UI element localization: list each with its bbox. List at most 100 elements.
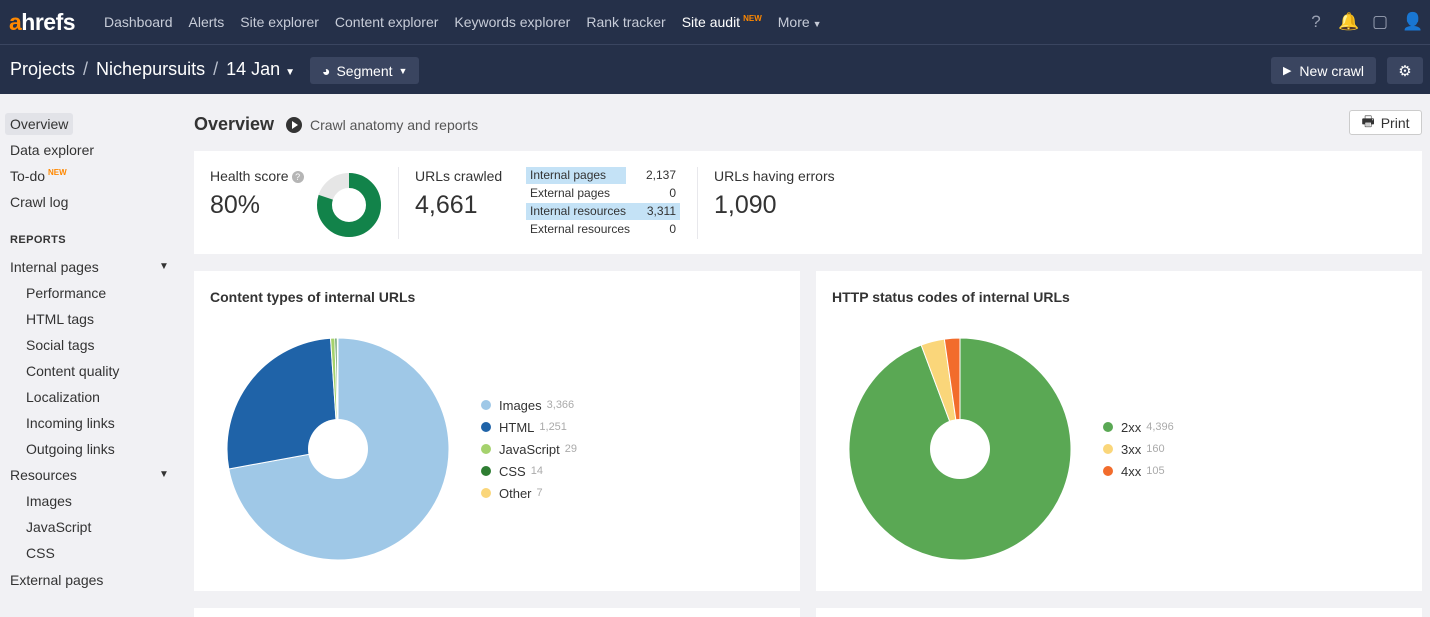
- ahrefs-logo[interactable]: ahrefs: [9, 8, 76, 35]
- legend-item-javascript[interactable]: JavaScript 29: [481, 438, 577, 460]
- bell-icon[interactable]: 🔔: [1338, 12, 1360, 31]
- settings-button[interactable]: ⚙: [1387, 57, 1423, 84]
- nav-dashboard[interactable]: Dashboard: [104, 14, 173, 30]
- nav-keywords-explorer[interactable]: Keywords explorer: [454, 14, 571, 30]
- nav-content-explorer[interactable]: Content explorer: [334, 14, 439, 30]
- sidebar-item-images[interactable]: Images: [26, 493, 72, 509]
- sidebar-item-external-pages[interactable]: External pages: [10, 572, 104, 588]
- pie-slice-html[interactable]: [226, 337, 339, 470]
- breakdown-row[interactable]: External pages 0: [526, 185, 680, 202]
- breadcrumb-date-dropdown[interactable]: 14 Jan ▼: [226, 59, 296, 79]
- legend-item-images[interactable]: Images 3,366: [481, 394, 577, 416]
- pie-center-hole: [308, 419, 368, 479]
- content-types-card: Content types of internal URLs Images 3,3…: [194, 271, 800, 591]
- segment-button[interactable]: ◕ Segment ▼: [310, 57, 420, 84]
- help-icon[interactable]: ?: [1311, 12, 1321, 31]
- new-crawl-button[interactable]: ▶ New crawl: [1270, 57, 1376, 84]
- sidebar-item-overview[interactable]: Overview: [5, 113, 74, 135]
- divider: [697, 167, 698, 239]
- play-circle-icon[interactable]: [286, 117, 302, 133]
- user-icon[interactable]: 👤: [1402, 12, 1424, 31]
- project-header: Projects / Nichepursuits / 14 Jan ▼ ◕ Se…: [0, 44, 1430, 94]
- collapse-arrow-icon[interactable]: ▼: [159, 261, 169, 272]
- breakdown-label: External pages: [530, 186, 611, 200]
- sidebar-item-internal-pages[interactable]: Internal pages: [10, 259, 99, 275]
- sidebar-item-resources[interactable]: Resources: [10, 467, 77, 483]
- legend-label: CSS: [499, 463, 526, 479]
- legend-value: 1,251: [539, 421, 567, 433]
- health-score-value: 80%: [210, 191, 261, 219]
- printer-icon: 🖶: [1361, 112, 1375, 129]
- http-status-pie-chart: [848, 337, 1072, 561]
- collapse-arrow-icon[interactable]: ▼: [159, 469, 169, 480]
- breakdown-label: External resources: [530, 222, 631, 236]
- breakdown-label: Internal resources: [530, 204, 627, 218]
- chevron-down-icon: ▼: [812, 19, 822, 29]
- breakdown-value: 3,311: [646, 204, 676, 218]
- sidebar-item-crawl-log[interactable]: Crawl log: [10, 194, 69, 210]
- sidebar-item-localization[interactable]: Localization: [26, 389, 100, 405]
- urls-errors-value: 1,090: [714, 191, 777, 219]
- nav-site-explorer[interactable]: Site explorer: [240, 14, 319, 30]
- sidebar-item-content-quality[interactable]: Content quality: [26, 363, 120, 379]
- urls-crawled-value: 4,661: [415, 191, 478, 219]
- breadcrumb-project[interactable]: Nichepursuits: [96, 59, 206, 79]
- breakdown-row[interactable]: External resources 0: [526, 221, 680, 238]
- legend-dot: [1103, 422, 1113, 432]
- breadcrumb-separator: /: [213, 59, 219, 79]
- legend-dot: [481, 400, 491, 410]
- legend-label: JavaScript: [499, 441, 560, 457]
- legend-item-css[interactable]: CSS 14: [481, 460, 577, 482]
- breadcrumb: Projects / Nichepursuits / 14 Jan ▼: [10, 59, 295, 80]
- sidebar-item-html-tags[interactable]: HTML tags: [26, 311, 94, 327]
- legend-item-other[interactable]: Other 7: [481, 482, 577, 504]
- legend-value: 3,366: [546, 399, 575, 411]
- sidebar-item-data-explorer[interactable]: Data explorer: [10, 142, 95, 158]
- sidebar-item-social-tags[interactable]: Social tags: [26, 337, 95, 353]
- content-types-pie-chart: [226, 337, 450, 561]
- legend-label: 3xx: [1121, 441, 1142, 457]
- page-title: Overview: [194, 114, 275, 134]
- health-score-donut: [317, 173, 381, 237]
- http-status-card: HTTP status codes of internal URLs 2xx 4,…: [816, 271, 1422, 591]
- legend-dot: [481, 466, 491, 476]
- chevron-down-icon: ▼: [285, 67, 296, 78]
- sidebar-item-outgoing-links[interactable]: Outgoing links: [26, 441, 115, 457]
- sidebar-item-javascript[interactable]: JavaScript: [26, 519, 92, 535]
- sidebar-item-css[interactable]: CSS: [26, 545, 55, 561]
- print-button[interactable]: 🖶 Print: [1349, 110, 1422, 135]
- nav-rank-tracker[interactable]: Rank tracker: [586, 14, 666, 30]
- breakdown-row[interactable]: Internal pages 2,137: [526, 167, 676, 184]
- nav-more[interactable]: More ▼: [777, 14, 822, 30]
- play-icon: ▶: [1282, 65, 1292, 77]
- nav-site-audit[interactable]: Site audit NEW: [681, 14, 762, 30]
- sidebar-item-todo[interactable]: To-do NEW: [10, 168, 67, 184]
- legend-dot: [1103, 444, 1113, 454]
- window-icon[interactable]: ▢: [1371, 12, 1389, 31]
- sidebar-item-performance[interactable]: Performance: [26, 285, 107, 301]
- crawl-anatomy-link[interactable]: Crawl anatomy and reports: [310, 117, 479, 133]
- sidebar-item-incoming-links[interactable]: Incoming links: [26, 415, 115, 431]
- health-score-label: Health score?: [210, 168, 304, 184]
- chart-title: HTTP status codes of internal URLs: [832, 289, 1070, 305]
- new-badge: NEW: [743, 14, 762, 23]
- chevron-down-icon: ▼: [398, 65, 408, 76]
- legend-item-2xx[interactable]: 2xx 4,396: [1103, 416, 1174, 438]
- breakdown-row[interactable]: Internal resources 3,311: [526, 203, 680, 220]
- legend-item-3xx[interactable]: 3xx 160: [1103, 438, 1174, 460]
- legend-item-4xx[interactable]: 4xx 105: [1103, 460, 1174, 482]
- breakdown-value: 2,137: [645, 168, 676, 182]
- nav-alerts[interactable]: Alerts: [188, 14, 225, 30]
- help-icon[interactable]: ?: [291, 171, 304, 183]
- bottom-card-right: [816, 608, 1422, 617]
- gear-icon: ⚙: [1398, 62, 1412, 80]
- legend-value: 29: [564, 443, 577, 455]
- divider: [398, 167, 399, 239]
- breakdown-value: 0: [669, 186, 676, 200]
- reports-heading: REPORTS: [10, 234, 66, 246]
- new-badge: NEW: [48, 168, 67, 177]
- breakdown-value: 0: [669, 222, 676, 236]
- legend-item-html[interactable]: HTML 1,251: [481, 416, 577, 438]
- legend-value: 14: [530, 465, 543, 477]
- breadcrumb-projects[interactable]: Projects: [10, 59, 76, 79]
